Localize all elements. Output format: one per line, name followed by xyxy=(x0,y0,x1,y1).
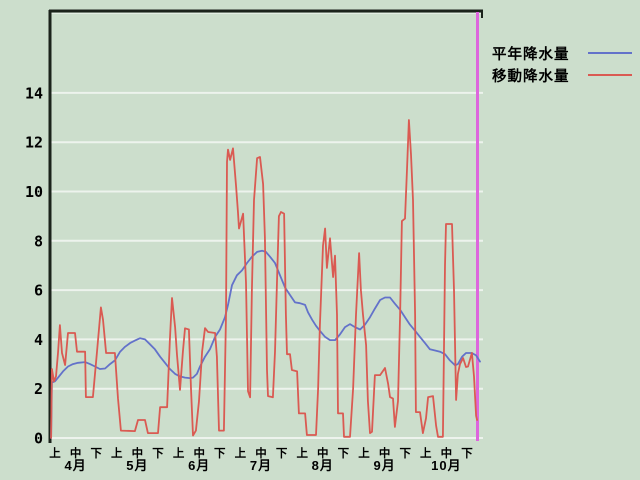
x-period-label-2-2: 下 xyxy=(214,447,226,460)
y-tick-label-2: 2 xyxy=(34,380,43,398)
x-period-label-1-0: 上 xyxy=(111,446,123,460)
x-period-label-4-2: 下 xyxy=(338,447,350,460)
x-month-label-5: 9月 xyxy=(373,458,395,473)
legend-line-sample-blue xyxy=(588,52,632,54)
x-period-label-6-1: 中 xyxy=(441,446,453,460)
x-period-label-3-1: 中 xyxy=(255,446,267,460)
y-tick-label-4: 4 xyxy=(34,331,43,349)
y-tick-label-10: 10 xyxy=(25,183,43,201)
x-period-label-5-0: 上 xyxy=(358,446,370,460)
x-period-label-3-0: 上 xyxy=(235,446,247,460)
legend-label-normal-precipitation: 平年降水量 xyxy=(492,46,570,63)
x-month-label-4: 8月 xyxy=(312,458,334,473)
x-period-label-0-0: 上 xyxy=(49,446,61,460)
x-period-label-6-0: 上 xyxy=(420,446,432,460)
legend-line-sample-red xyxy=(588,74,632,76)
x-period-label-5-2: 下 xyxy=(399,447,411,460)
x-month-label-0: 4月 xyxy=(64,458,86,473)
x-month-label-2: 6月 xyxy=(188,458,210,473)
legend-label-moving-precipitation: 移動降水量 xyxy=(492,68,570,85)
y-tick-label-0: 0 xyxy=(34,430,43,448)
series-line-normal-precipitation xyxy=(50,249,481,439)
x-period-label-1-2: 下 xyxy=(152,447,164,460)
x-period-label-6-2: 下 xyxy=(461,447,473,460)
y-tick-label-12: 12 xyxy=(25,134,43,152)
x-period-label-0-2: 下 xyxy=(90,447,102,460)
x-period-label-2-0: 上 xyxy=(173,446,185,460)
legend-item-normal-precipitation: 平年降水量 xyxy=(492,44,638,63)
y-tick-label-8: 8 xyxy=(34,232,43,250)
x-period-label-2-1: 中 xyxy=(193,446,205,460)
y-tick-label-6: 6 xyxy=(34,282,43,300)
x-period-label-4-0: 上 xyxy=(296,446,308,460)
x-period-label-1-1: 中 xyxy=(132,446,144,460)
x-period-label-5-1: 中 xyxy=(379,446,391,460)
x-period-label-0-1: 中 xyxy=(70,446,82,460)
chart-legend: 平年降水量 移動降水量 xyxy=(492,44,638,85)
x-month-label-1: 5月 xyxy=(126,458,148,473)
legend-item-moving-precipitation: 移動降水量 xyxy=(492,66,638,85)
x-period-label-3-2: 下 xyxy=(276,447,288,460)
x-period-label-4-1: 中 xyxy=(317,446,329,460)
y-tick-label-14: 14 xyxy=(25,84,43,102)
series-line-moving-precipitation xyxy=(50,119,479,439)
x-month-label-3: 7月 xyxy=(250,458,272,473)
x-month-label-6: 10月 xyxy=(431,458,461,473)
